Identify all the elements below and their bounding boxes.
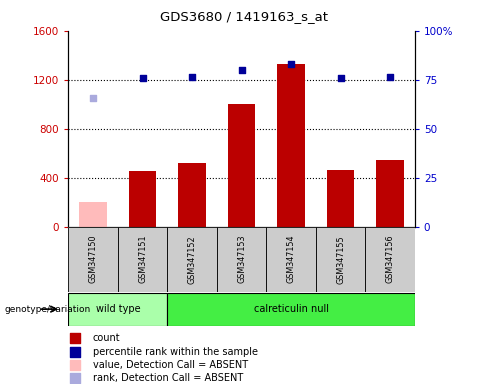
Point: [337, 75, 345, 81]
Bar: [217, 227, 266, 292]
Text: GDS3680 / 1419163_s_at: GDS3680 / 1419163_s_at: [160, 10, 328, 23]
Bar: [366, 227, 415, 292]
Text: count: count: [93, 333, 120, 343]
Text: GSM347152: GSM347152: [187, 235, 197, 283]
Point: [188, 74, 196, 80]
Bar: [68, 293, 167, 326]
Text: GSM347154: GSM347154: [286, 235, 296, 283]
Bar: [376, 161, 404, 227]
Bar: [179, 163, 205, 227]
Text: value, Detection Call = ABSENT: value, Detection Call = ABSENT: [93, 360, 248, 370]
Text: wild type: wild type: [96, 304, 140, 314]
Text: rank, Detection Call = ABSENT: rank, Detection Call = ABSENT: [93, 373, 243, 384]
Point: [139, 75, 146, 81]
Bar: [278, 64, 305, 227]
Point: [287, 61, 295, 67]
Text: calreticulin null: calreticulin null: [254, 304, 328, 314]
Bar: [80, 202, 107, 227]
Point: [71, 335, 79, 341]
Text: GSM347151: GSM347151: [138, 235, 147, 283]
Text: GSM347156: GSM347156: [386, 235, 395, 283]
Text: GSM347155: GSM347155: [336, 235, 345, 283]
Text: GSM347153: GSM347153: [237, 235, 246, 283]
Bar: [118, 227, 167, 292]
Bar: [129, 172, 156, 227]
Bar: [68, 227, 118, 292]
Bar: [266, 227, 316, 292]
Point: [386, 74, 394, 80]
Bar: [228, 104, 255, 227]
Bar: [167, 293, 415, 326]
Text: percentile rank within the sample: percentile rank within the sample: [93, 347, 258, 357]
Text: genotype/variation: genotype/variation: [5, 305, 91, 314]
Text: GSM347150: GSM347150: [88, 235, 98, 283]
Bar: [327, 170, 354, 227]
Point: [71, 376, 79, 382]
Point: [89, 95, 97, 101]
Bar: [167, 227, 217, 292]
Point: [238, 67, 245, 73]
Point: [71, 349, 79, 355]
Bar: [316, 227, 366, 292]
Point: [71, 362, 79, 368]
